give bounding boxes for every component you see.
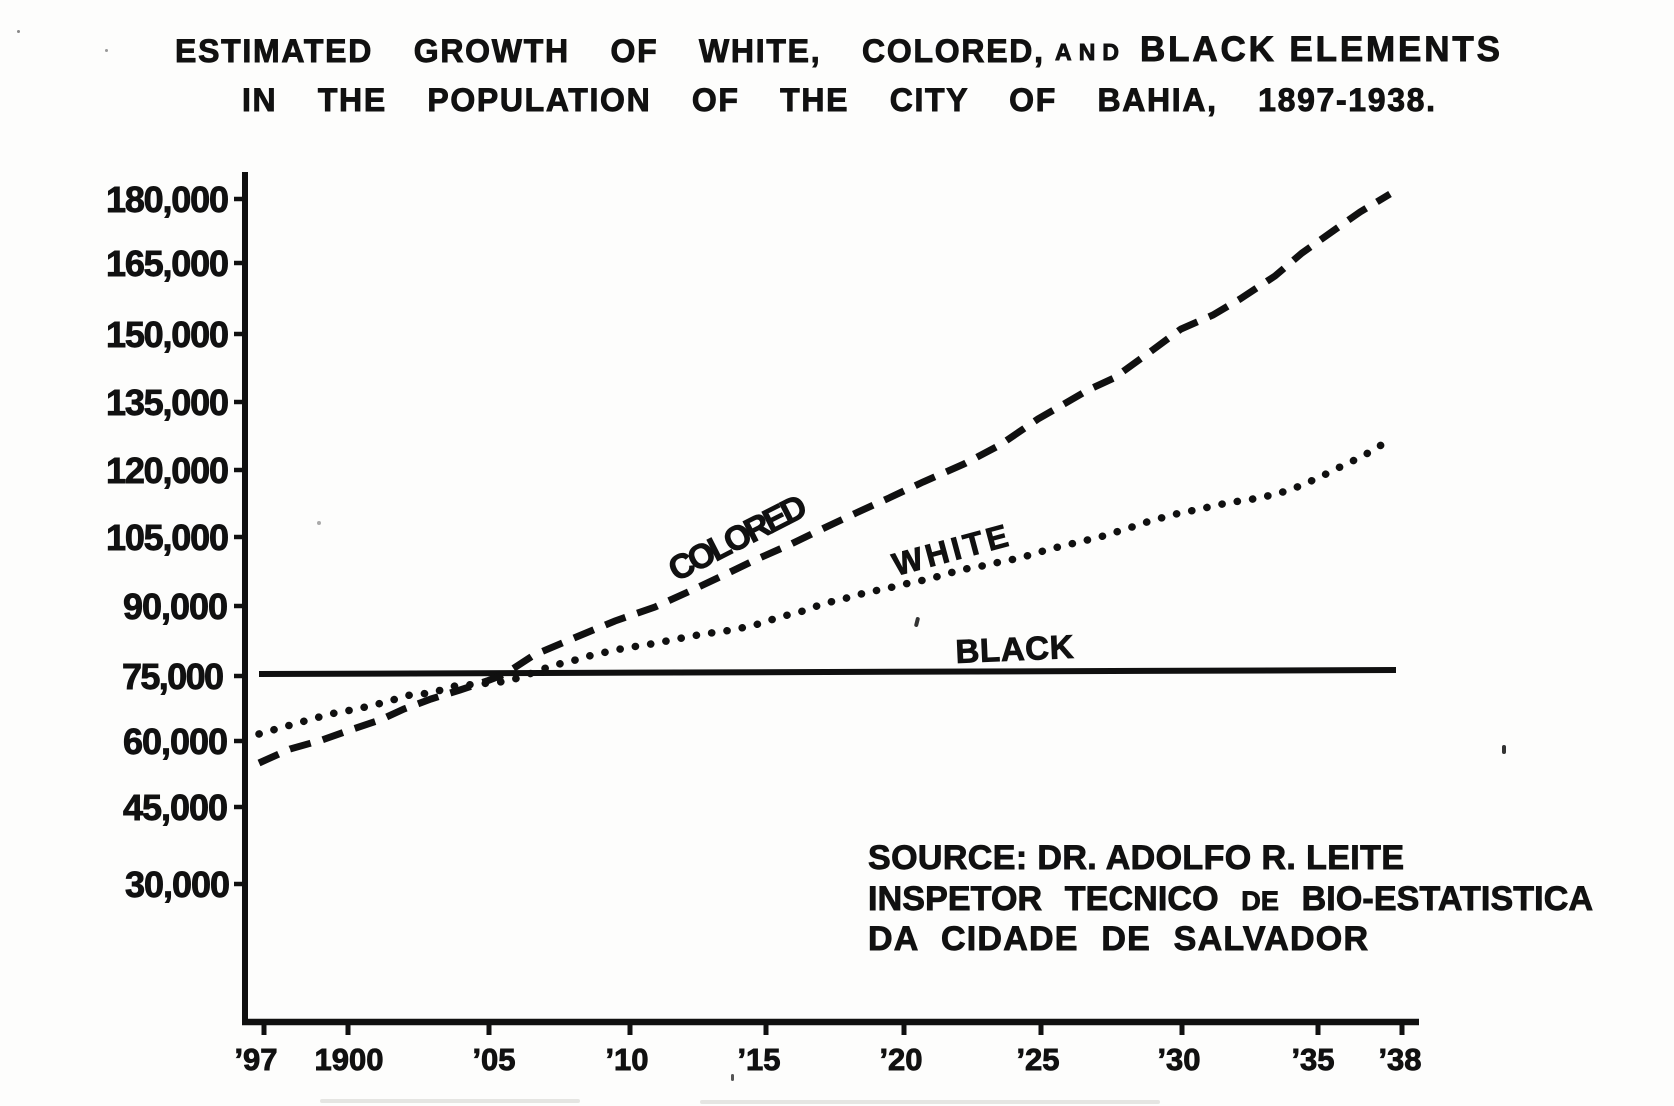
svg-text:45,000: 45,000 — [123, 787, 228, 828]
svg-text:75,000: 75,000 — [122, 656, 224, 697]
svg-text:’10: ’10 — [605, 1042, 648, 1077]
svg-text:’20: ’20 — [879, 1042, 922, 1077]
svg-text:DA CIDADE DE SALVADOR: DA CIDADE DE SALVADOR — [868, 920, 1368, 958]
svg-text:BLACK: BLACK — [955, 628, 1075, 670]
svg-text:’97: ’97 — [234, 1042, 277, 1077]
svg-text:’05: ’05 — [472, 1042, 515, 1077]
svg-text:90,000: 90,000 — [123, 586, 228, 627]
svg-text:INSPETOR TECNICO DE BIO-ESTATI: INSPETOR TECNICO DE BIO-ESTATISTICA — [868, 880, 1593, 918]
svg-text:30,000: 30,000 — [125, 864, 230, 905]
svg-text:165,000: 165,000 — [106, 243, 229, 284]
svg-text:’30: ’30 — [1157, 1042, 1200, 1077]
svg-text:135,000: 135,000 — [106, 382, 229, 423]
svg-text:’15: ’15 — [737, 1042, 780, 1077]
svg-text:AND: AND — [1055, 39, 1119, 65]
svg-text:BLACK ELEMENTS: BLACK ELEMENTS — [1140, 30, 1500, 69]
svg-text:180,000: 180,000 — [106, 179, 229, 220]
svg-text:IN THE POPULATION OF THE CITY: IN THE POPULATION OF THE CITY OF BAHIA, … — [242, 82, 1435, 118]
svg-text:120,000: 120,000 — [106, 450, 229, 491]
svg-text:’25: ’25 — [1016, 1042, 1059, 1077]
svg-text:SOURCE: DR. ADOLFO R. LEITE: SOURCE: DR. ADOLFO R. LEITE — [868, 839, 1404, 877]
svg-text:1900: 1900 — [315, 1042, 384, 1077]
svg-text:150,000: 150,000 — [106, 314, 229, 355]
svg-text:60,000: 60,000 — [123, 721, 228, 762]
svg-text:105,000: 105,000 — [106, 517, 229, 558]
svg-text:’35: ’35 — [1291, 1042, 1334, 1077]
svg-text:’38: ’38 — [1378, 1042, 1421, 1077]
